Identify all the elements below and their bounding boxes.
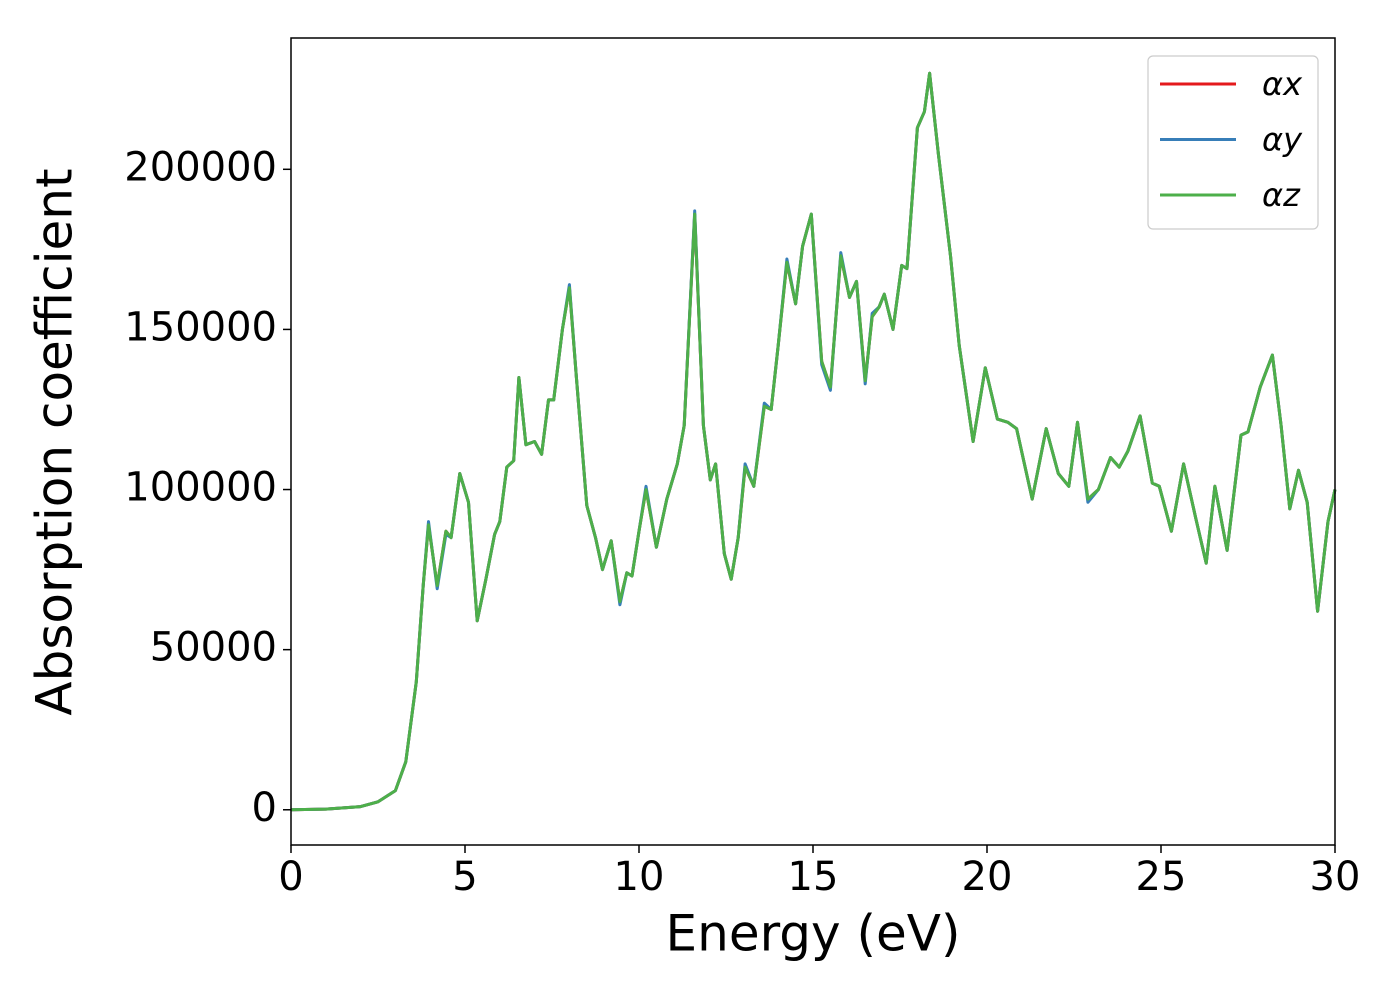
x-tick-label: 10	[614, 854, 665, 900]
y-tick-label: 0	[252, 785, 277, 831]
y-tick-label: 150000	[124, 304, 277, 350]
x-tick-label: 0	[278, 854, 303, 900]
series-line	[290, 71, 1337, 812]
x-tick-label: 25	[1136, 854, 1187, 900]
legend-label: αx	[1262, 65, 1303, 103]
legend-label: αz	[1262, 176, 1301, 214]
x-tick-label: 5	[452, 854, 477, 900]
x-tick-label: 20	[962, 854, 1013, 900]
y-tick-label: 200000	[124, 144, 277, 190]
y-tick-label: 50000	[150, 625, 277, 671]
x-axis-label: Energy (eV)	[666, 905, 961, 963]
plot-frame	[290, 37, 1336, 846]
legend-box	[1147, 55, 1319, 230]
y-tick-label: 100000	[124, 465, 277, 511]
legend-label: αy	[1262, 121, 1303, 159]
legend: αx αy αz	[1147, 55, 1319, 230]
y-axis-label: Absorption coefficient	[26, 168, 84, 715]
x-tick-label: 15	[788, 854, 839, 900]
x-tick-label: 30	[1310, 854, 1361, 900]
